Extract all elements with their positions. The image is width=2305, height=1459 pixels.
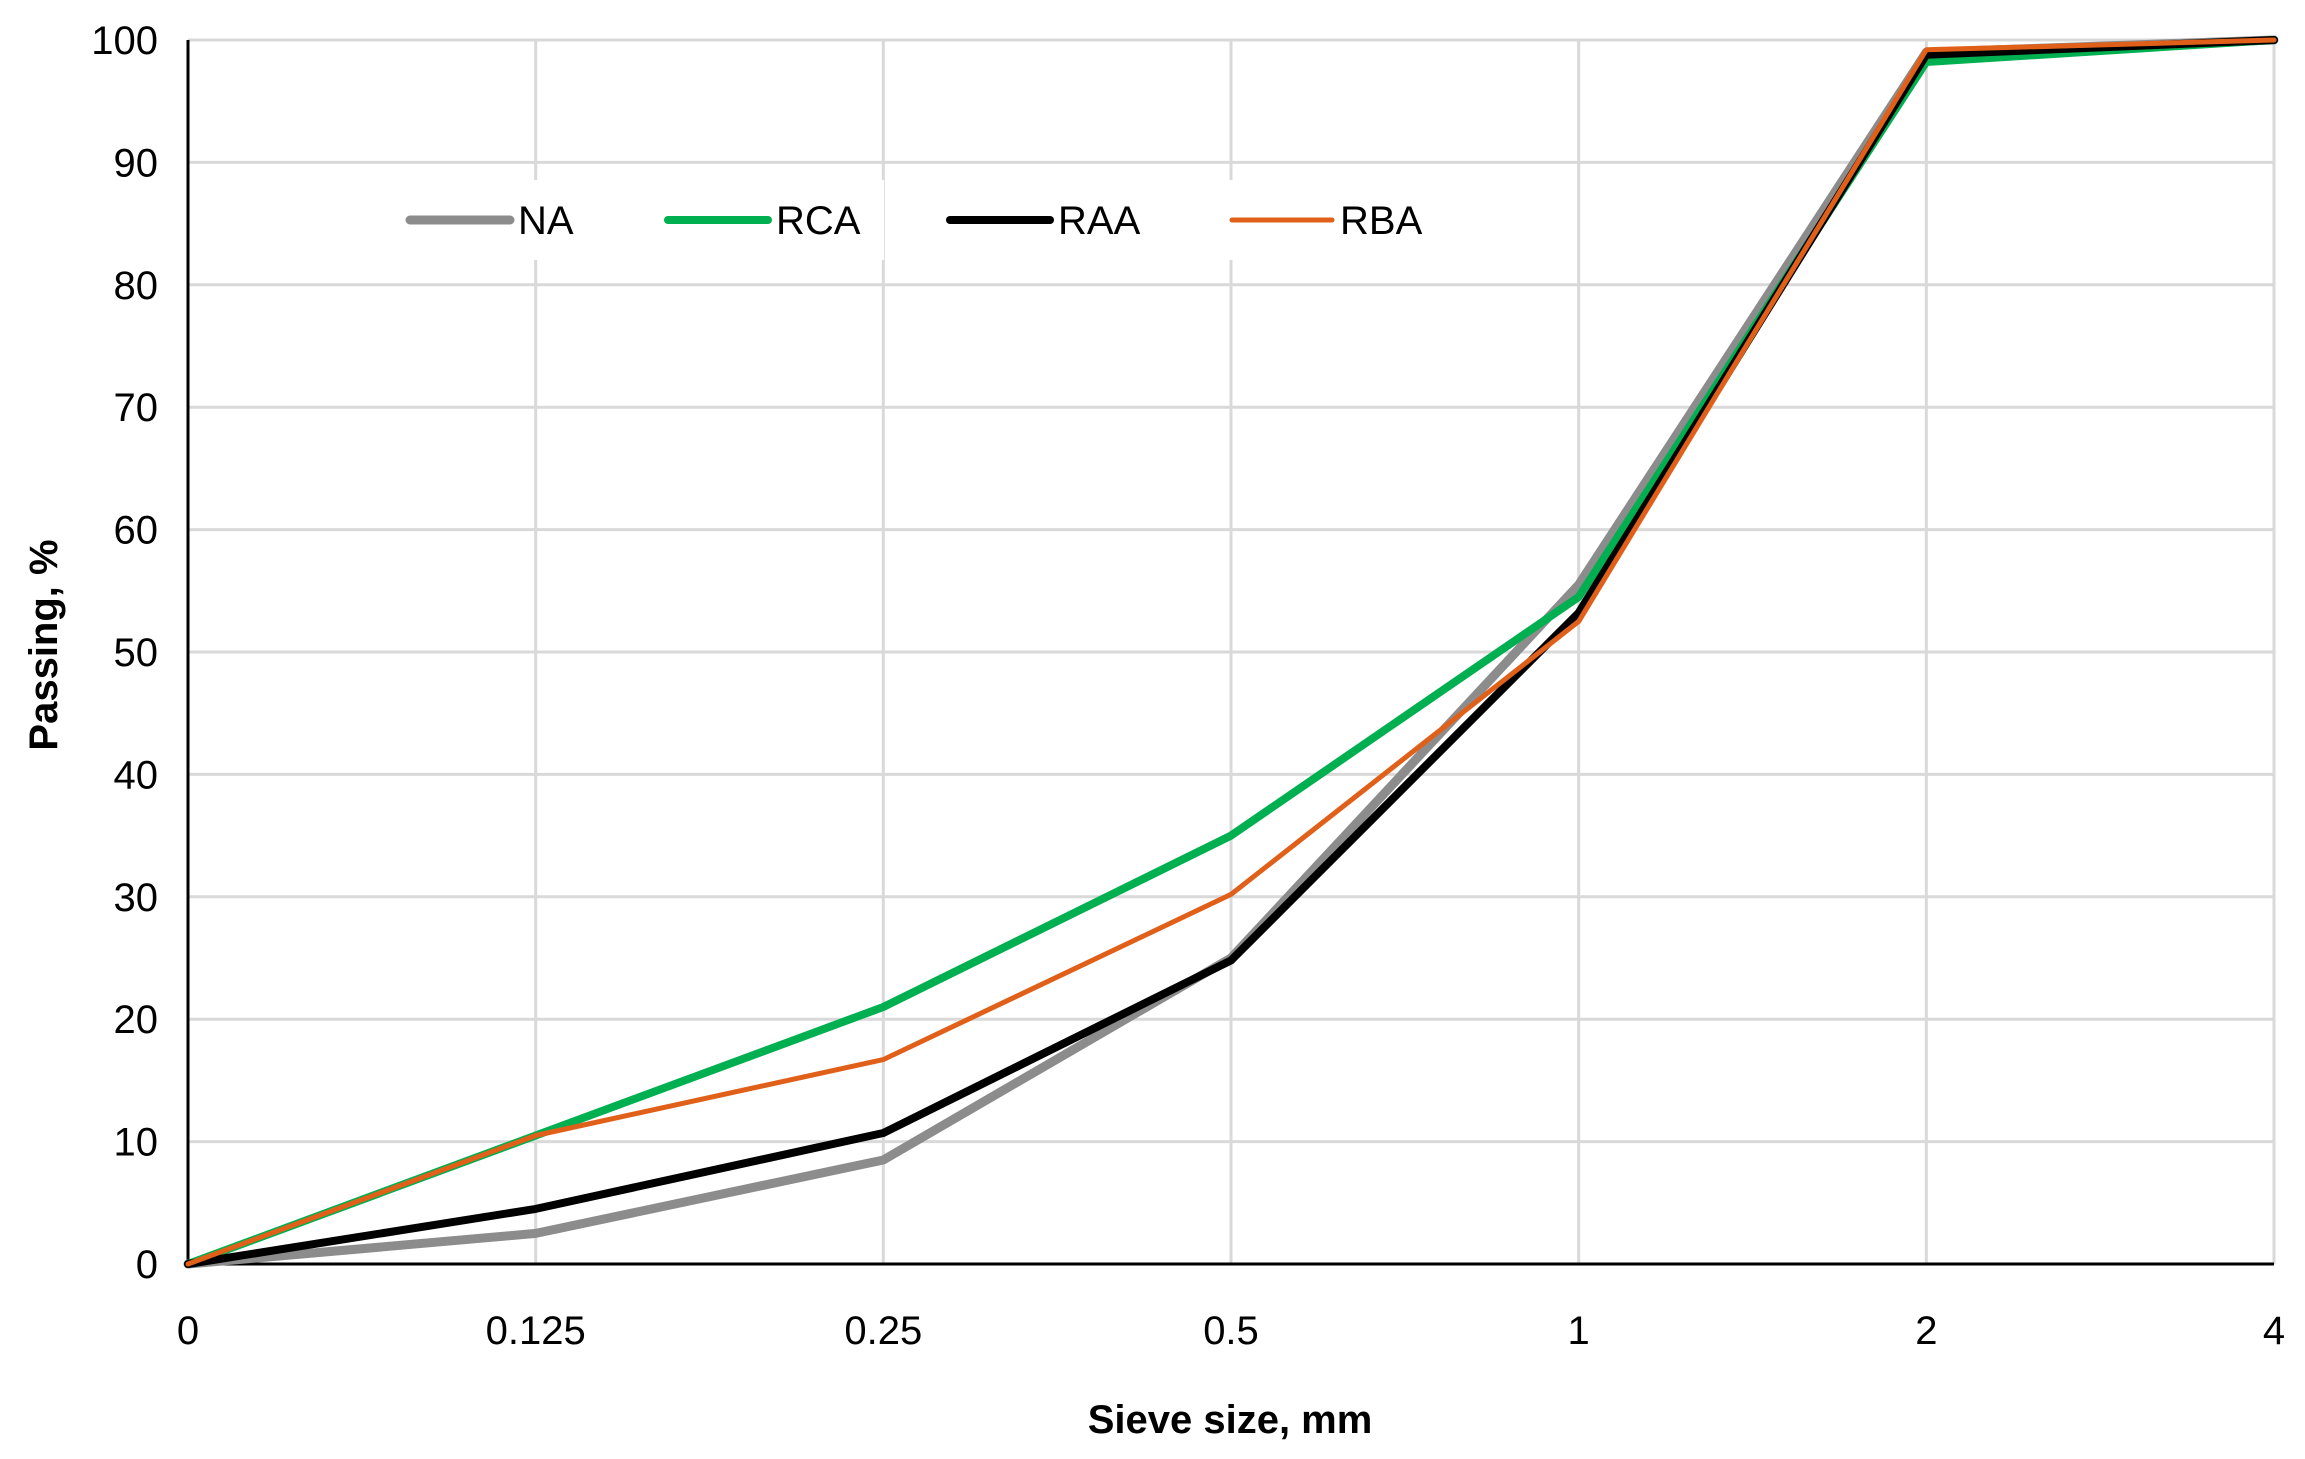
x-tick-label: 2 bbox=[1915, 1309, 1937, 1353]
y-tick-label: 40 bbox=[114, 753, 159, 797]
y-tick-label: 80 bbox=[114, 264, 159, 308]
y-axis-title: Passing, % bbox=[22, 539, 66, 750]
x-tick-label: 0 bbox=[177, 1309, 199, 1353]
legend-label-rba: RBA bbox=[1340, 199, 1423, 243]
x-tick-label: 0.5 bbox=[1203, 1309, 1259, 1353]
legend-label-rca: RCA bbox=[776, 199, 861, 243]
series-layer bbox=[183, 35, 2279, 1269]
y-tick-label: 50 bbox=[114, 631, 159, 675]
legend-label-na: NA bbox=[518, 199, 574, 243]
y-tick-label: 0 bbox=[136, 1243, 158, 1287]
x-axis-title: Sieve size, mm bbox=[1088, 1398, 1373, 1442]
y-tick-label: 60 bbox=[114, 509, 159, 553]
y-tick-label: 100 bbox=[91, 19, 158, 63]
legend-label-raa: RAA bbox=[1058, 199, 1141, 243]
x-tick-label: 1 bbox=[1568, 1309, 1590, 1353]
x-tick-label: 0.25 bbox=[844, 1309, 922, 1353]
y-tick-label: 10 bbox=[114, 1121, 159, 1165]
x-tick-label: 4 bbox=[2263, 1309, 2285, 1353]
series-line-rba bbox=[185, 37, 2277, 1267]
axis-layer bbox=[186, 40, 2274, 1266]
y-tick-label: 90 bbox=[114, 141, 159, 185]
x-tick-label: 0.125 bbox=[486, 1309, 586, 1353]
y-tick-label: 70 bbox=[114, 386, 159, 430]
tick-labels: 0 10 20 30 40 50 60 70 80 90 100 0 0.125 0.25 0.5 1 2 4 bbox=[91, 19, 2285, 1353]
y-tick-label: 20 bbox=[114, 998, 159, 1042]
y-tick-label: 30 bbox=[114, 876, 159, 920]
legend: NA RCA RAA RBA bbox=[398, 180, 1448, 260]
series-line-raa bbox=[184, 36, 2278, 1268]
